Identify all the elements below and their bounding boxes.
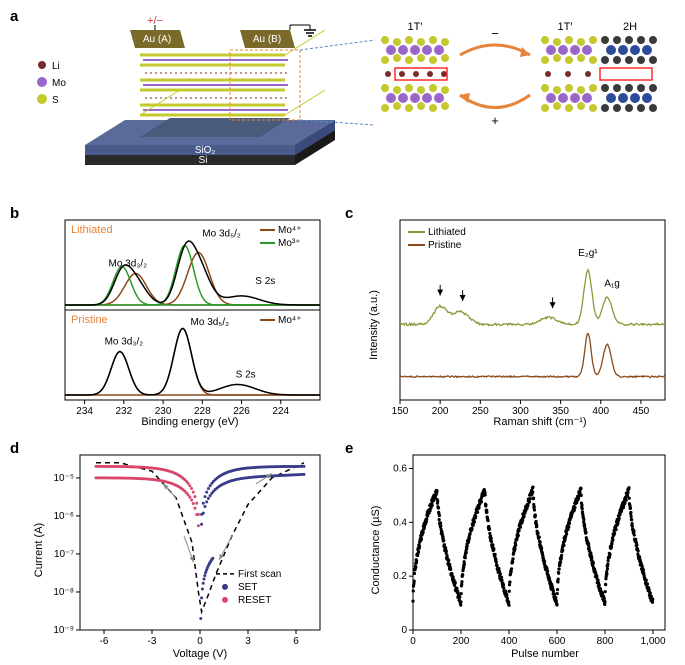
svg-text:Lithiated: Lithiated: [71, 224, 113, 236]
svg-text:Mo⁴⁺: Mo⁴⁺: [278, 315, 301, 326]
svg-text:200: 200: [432, 406, 449, 417]
svg-text:-6: -6: [100, 636, 109, 647]
svg-text:Pristine: Pristine: [428, 240, 462, 251]
svg-text:Lithiated: Lithiated: [428, 227, 466, 238]
svg-text:Mo 3d₃/₂: Mo 3d₃/₂: [109, 259, 148, 270]
sio2-text: SiO₂: [195, 145, 216, 156]
panel-label-b: b: [10, 205, 19, 222]
svg-text:224: 224: [272, 406, 289, 417]
svg-text:S 2s: S 2s: [236, 370, 256, 381]
svg-text:0: 0: [401, 625, 407, 636]
svg-text:0.2: 0.2: [393, 571, 407, 582]
panel-label-d: d: [10, 440, 19, 457]
au-b-text: Au (B): [253, 34, 281, 45]
svg-text:150: 150: [392, 406, 409, 417]
si-side: [85, 155, 295, 165]
svg-text:Pristine: Pristine: [71, 314, 108, 326]
svg-text:1,000: 1,000: [640, 636, 665, 647]
svg-text:First scan: First scan: [238, 569, 281, 580]
phase-2h-label: 2H: [623, 21, 637, 33]
svg-text:0: 0: [410, 636, 416, 647]
svg-text:A₁g: A₁g: [604, 279, 620, 290]
svg-text:0: 0: [197, 636, 203, 647]
panel-e-ylabel: Conductance (µS): [370, 506, 382, 595]
svg-text:200: 200: [453, 636, 470, 647]
svg-text:10⁻⁷: 10⁻⁷: [54, 549, 74, 560]
phase-1t-left: 1T′: [381, 21, 449, 112]
svg-text:800: 800: [597, 636, 614, 647]
svg-text:S 2s: S 2s: [255, 276, 275, 287]
svg-text:0.4: 0.4: [393, 517, 407, 528]
svg-text:-3: -3: [148, 636, 157, 647]
panel-d-xlabel: Voltage (V): [173, 648, 227, 660]
svg-text:3: 3: [245, 636, 251, 647]
svg-text:232: 232: [116, 406, 133, 417]
si-text: Si: [199, 155, 208, 166]
panel-a-schematic: Li Mo S Si SiO₂: [30, 10, 670, 200]
svg-text:E₂g¹: E₂g¹: [578, 248, 598, 259]
s-label: S: [52, 95, 59, 106]
svg-text:10⁻⁹: 10⁻⁹: [53, 625, 74, 636]
phase-right: 1T′ 2H: [541, 21, 657, 112]
phase-1t-label-2: 1T′: [558, 21, 573, 33]
phase-1t-label-1: 1T′: [408, 21, 423, 33]
panel-d-chart: -6 -3 0 3 6 10⁻⁹ 10⁻⁸ 10⁻⁷ 10⁻⁶ 10⁻⁵ First scan SET…: [30, 450, 330, 660]
svg-text:6: 6: [293, 636, 299, 647]
svg-text:RESET: RESET: [238, 595, 271, 606]
minus-text: −: [491, 26, 499, 41]
panel-label-c: c: [345, 205, 353, 222]
panel-c-ylabel: Intensity (a.u.): [368, 290, 380, 360]
panel-label-e: e: [345, 440, 353, 457]
svg-text:SET: SET: [238, 582, 257, 593]
svg-text:400: 400: [501, 636, 518, 647]
svg-text:10⁻⁶: 10⁻⁶: [53, 511, 74, 522]
svg-text:10⁻⁵: 10⁻⁵: [53, 473, 74, 484]
svg-text:Mo³⁺: Mo³⁺: [278, 238, 301, 249]
sio2-side: [85, 145, 295, 155]
svg-text:450: 450: [633, 406, 650, 417]
transition-arrows: − +: [460, 26, 530, 128]
svg-text:10⁻⁸: 10⁻⁸: [53, 587, 74, 598]
svg-text:250: 250: [472, 406, 489, 417]
svg-text:Mo 3d₅/₂: Mo 3d₅/₂: [191, 317, 230, 328]
svg-text:Mo 3d₅/₂: Mo 3d₅/₂: [202, 228, 241, 239]
panel-b-xlabel: Binding energy (eV): [141, 416, 238, 428]
svg-text:Mo⁴⁺: Mo⁴⁺: [278, 225, 301, 236]
svg-text:400: 400: [592, 406, 609, 417]
svg-text:234: 234: [76, 406, 93, 417]
svg-text:Mo 3d₃/₂: Mo 3d₃/₂: [105, 337, 144, 348]
panel-c-chart: 150200250300350400450E₂g¹A₁gLithiatedPri…: [365, 215, 675, 430]
plus-text: +: [491, 113, 499, 128]
mo-atom-icon: [37, 77, 47, 87]
li-atom-icon: [38, 61, 46, 69]
panel-c-xlabel: Raman shift (cm⁻¹): [493, 416, 586, 428]
mo-label: Mo: [52, 78, 66, 89]
au-a-text: Au (A): [143, 34, 171, 45]
svg-text:0.6: 0.6: [393, 463, 407, 474]
svg-text:600: 600: [549, 636, 566, 647]
li-label: Li: [52, 61, 60, 72]
panel-d-ylabel: Current (A): [33, 523, 45, 577]
panel-e-chart: 0 200 400 600 800 1,000 0 0.2 0.4 0.6 Pulse numbe…: [365, 450, 675, 660]
panel-b-chart: 224226228230232234LithiatedMo 3d₃/₂Mo 3d…: [30, 215, 330, 430]
s-atom-icon: [37, 94, 47, 104]
panel-e-xlabel: Pulse number: [511, 648, 579, 660]
panel-label-a: a: [10, 8, 18, 25]
